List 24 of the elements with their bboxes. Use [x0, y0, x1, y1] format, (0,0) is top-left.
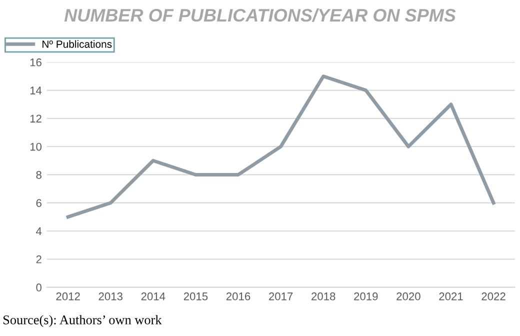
x-tick-label: 2021 — [439, 292, 463, 300]
x-tick-label: 2020 — [396, 292, 420, 300]
y-tick-label: 6 — [36, 199, 42, 207]
y-tick-label: 8 — [36, 170, 42, 179]
x-tick-label: 2014 — [141, 292, 166, 300]
y-tick-label: 10 — [30, 142, 42, 151]
x-tick-label: 2015 — [184, 292, 208, 300]
legend-label: Nº Publications — [42, 40, 112, 48]
x-tick-label: 2012 — [56, 292, 80, 300]
source-note: Source(s): Authors’ own work — [3, 315, 162, 328]
chart-title: NUMBER OF PUBLICATIONS/YEAR ON SPMS — [64, 8, 456, 22]
x-tick-label: 2013 — [98, 292, 122, 300]
x-tick-label: 2016 — [226, 292, 250, 300]
x-tick-label: 2022 — [482, 292, 506, 300]
y-tick-label: 0 — [36, 284, 42, 292]
y-tick-label: 12 — [30, 114, 42, 122]
x-tick-label: 2019 — [354, 292, 378, 300]
y-tick-label: 14 — [30, 86, 42, 94]
x-tick-label: 2017 — [269, 292, 293, 300]
y-tick-label: 16 — [30, 58, 42, 66]
y-tick-label: 2 — [36, 255, 42, 264]
line-series — [66, 74, 496, 219]
y-tick-label: 4 — [36, 227, 42, 236]
x-tick-label: 2018 — [312, 292, 336, 300]
